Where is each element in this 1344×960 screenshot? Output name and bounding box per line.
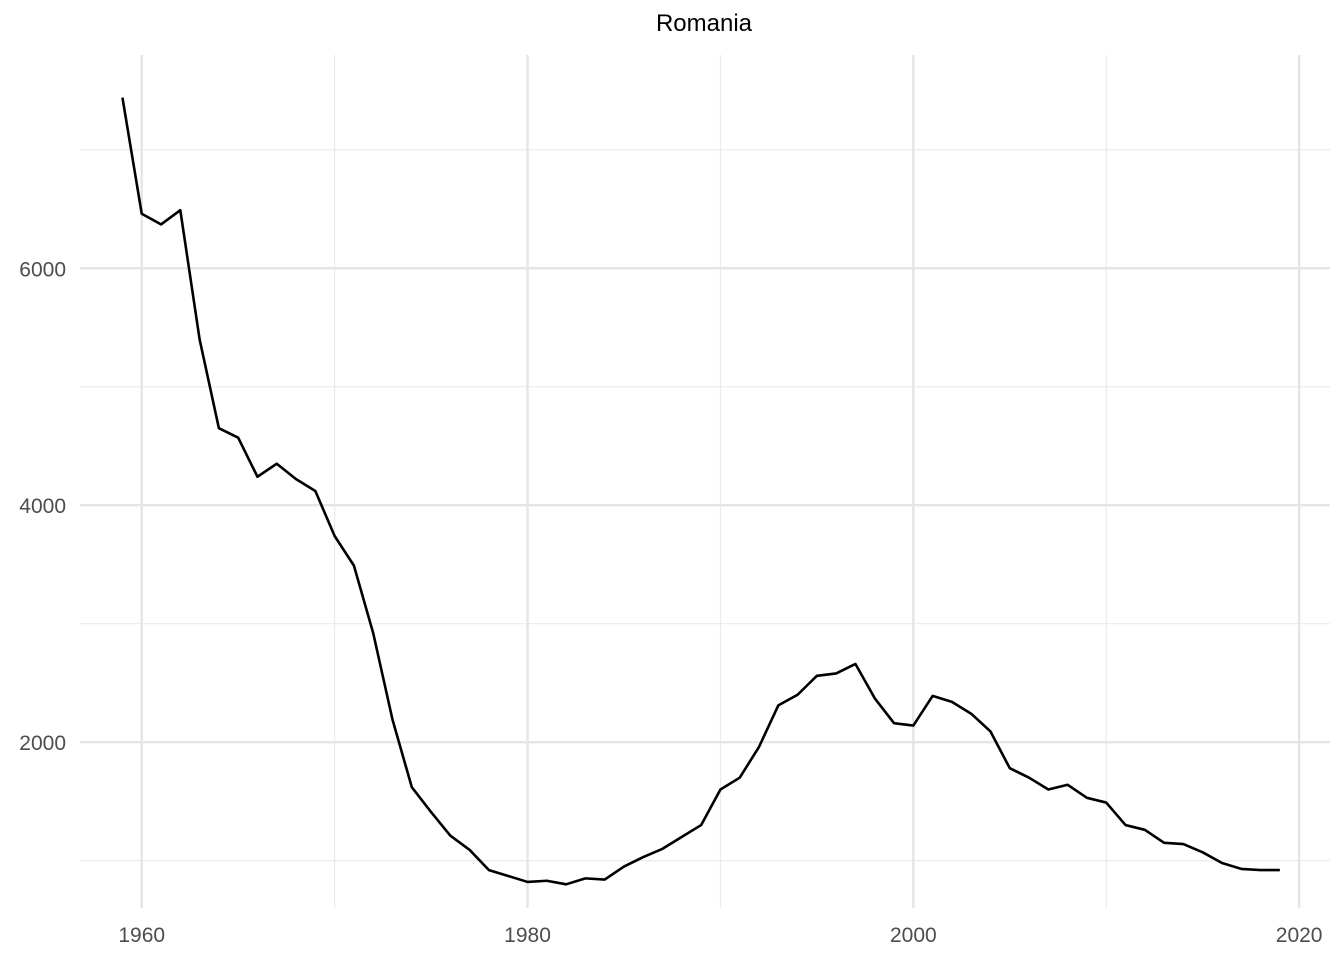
series-line	[121, 97, 1280, 886]
chart-title: Romania	[655, 10, 753, 37]
x-tick-label: 1960	[118, 924, 165, 947]
y-tick-label: 6000	[19, 258, 66, 281]
y-tick-label: 2000	[19, 732, 66, 755]
y-tick-label: 4000	[19, 495, 66, 518]
x-tick-label: 2000	[890, 924, 937, 947]
x-tick-label: 2020	[1276, 924, 1323, 947]
x-tick-label: 1980	[504, 924, 551, 947]
